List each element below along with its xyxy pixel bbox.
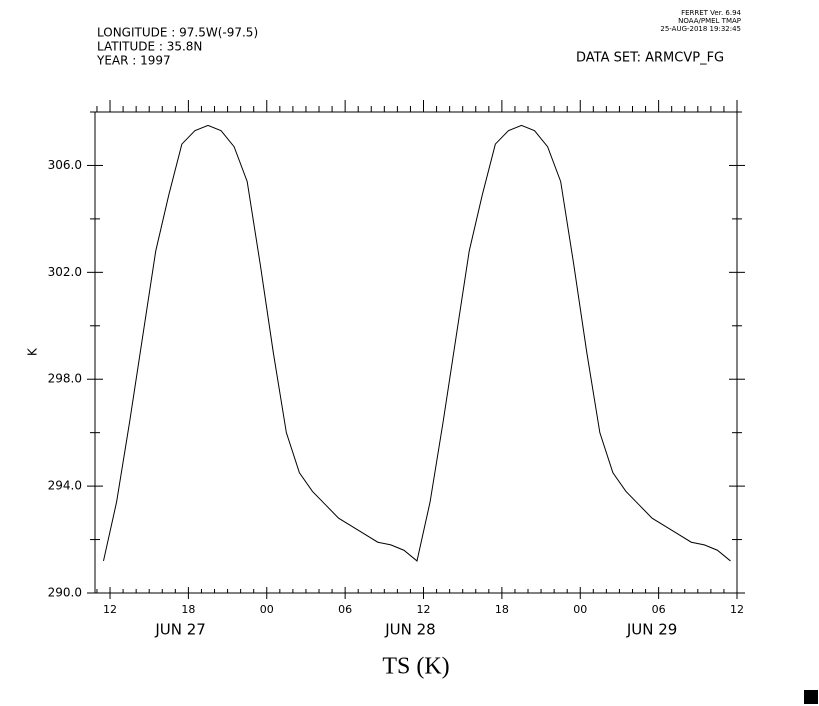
x-tick-label: 00 — [573, 603, 587, 616]
y-tick-label: 294.0 — [48, 479, 82, 493]
series-line — [103, 124, 731, 562]
date-label: JUN 29 — [626, 621, 677, 639]
x-tick-label: 06 — [338, 603, 352, 616]
stamp-line: NOAA/PMEL TMAP — [678, 17, 741, 25]
x-tick-label: 12 — [730, 603, 744, 616]
y-tick-label: 298.0 — [48, 372, 82, 386]
y-tick-label: 302.0 — [48, 265, 82, 279]
y-tick-label: 290.0 — [48, 586, 82, 600]
y-tick-label: 306.0 — [48, 158, 82, 172]
header-line: YEAR : 1997 — [96, 54, 171, 68]
y-axis-label: K — [26, 347, 40, 356]
date-label: JUN 28 — [384, 621, 435, 639]
x-tick-label: 00 — [260, 603, 274, 616]
x-tick-label: 12 — [417, 603, 431, 616]
header-line: LONGITUDE : 97.5W(-97.5) — [97, 26, 258, 40]
x-tick-label: 06 — [652, 603, 666, 616]
header-line: LATITUDE : 35.8N — [97, 40, 202, 54]
plot-frame — [94, 111, 738, 594]
x-tick-label: 18 — [181, 603, 195, 616]
stamp-line: 25-AUG-2018 19:32:45 — [660, 25, 741, 33]
chart-title: TS (K) — [382, 654, 449, 680]
corner-mark — [804, 690, 818, 704]
x-tick-label: 12 — [103, 603, 117, 616]
date-label: JUN 27 — [154, 621, 205, 639]
stamp-line: FERRET Ver. 6.94 — [681, 9, 741, 17]
x-tick-label: 18 — [495, 603, 509, 616]
dataset: DATA SET: ARMCVP_FG — [576, 51, 724, 66]
